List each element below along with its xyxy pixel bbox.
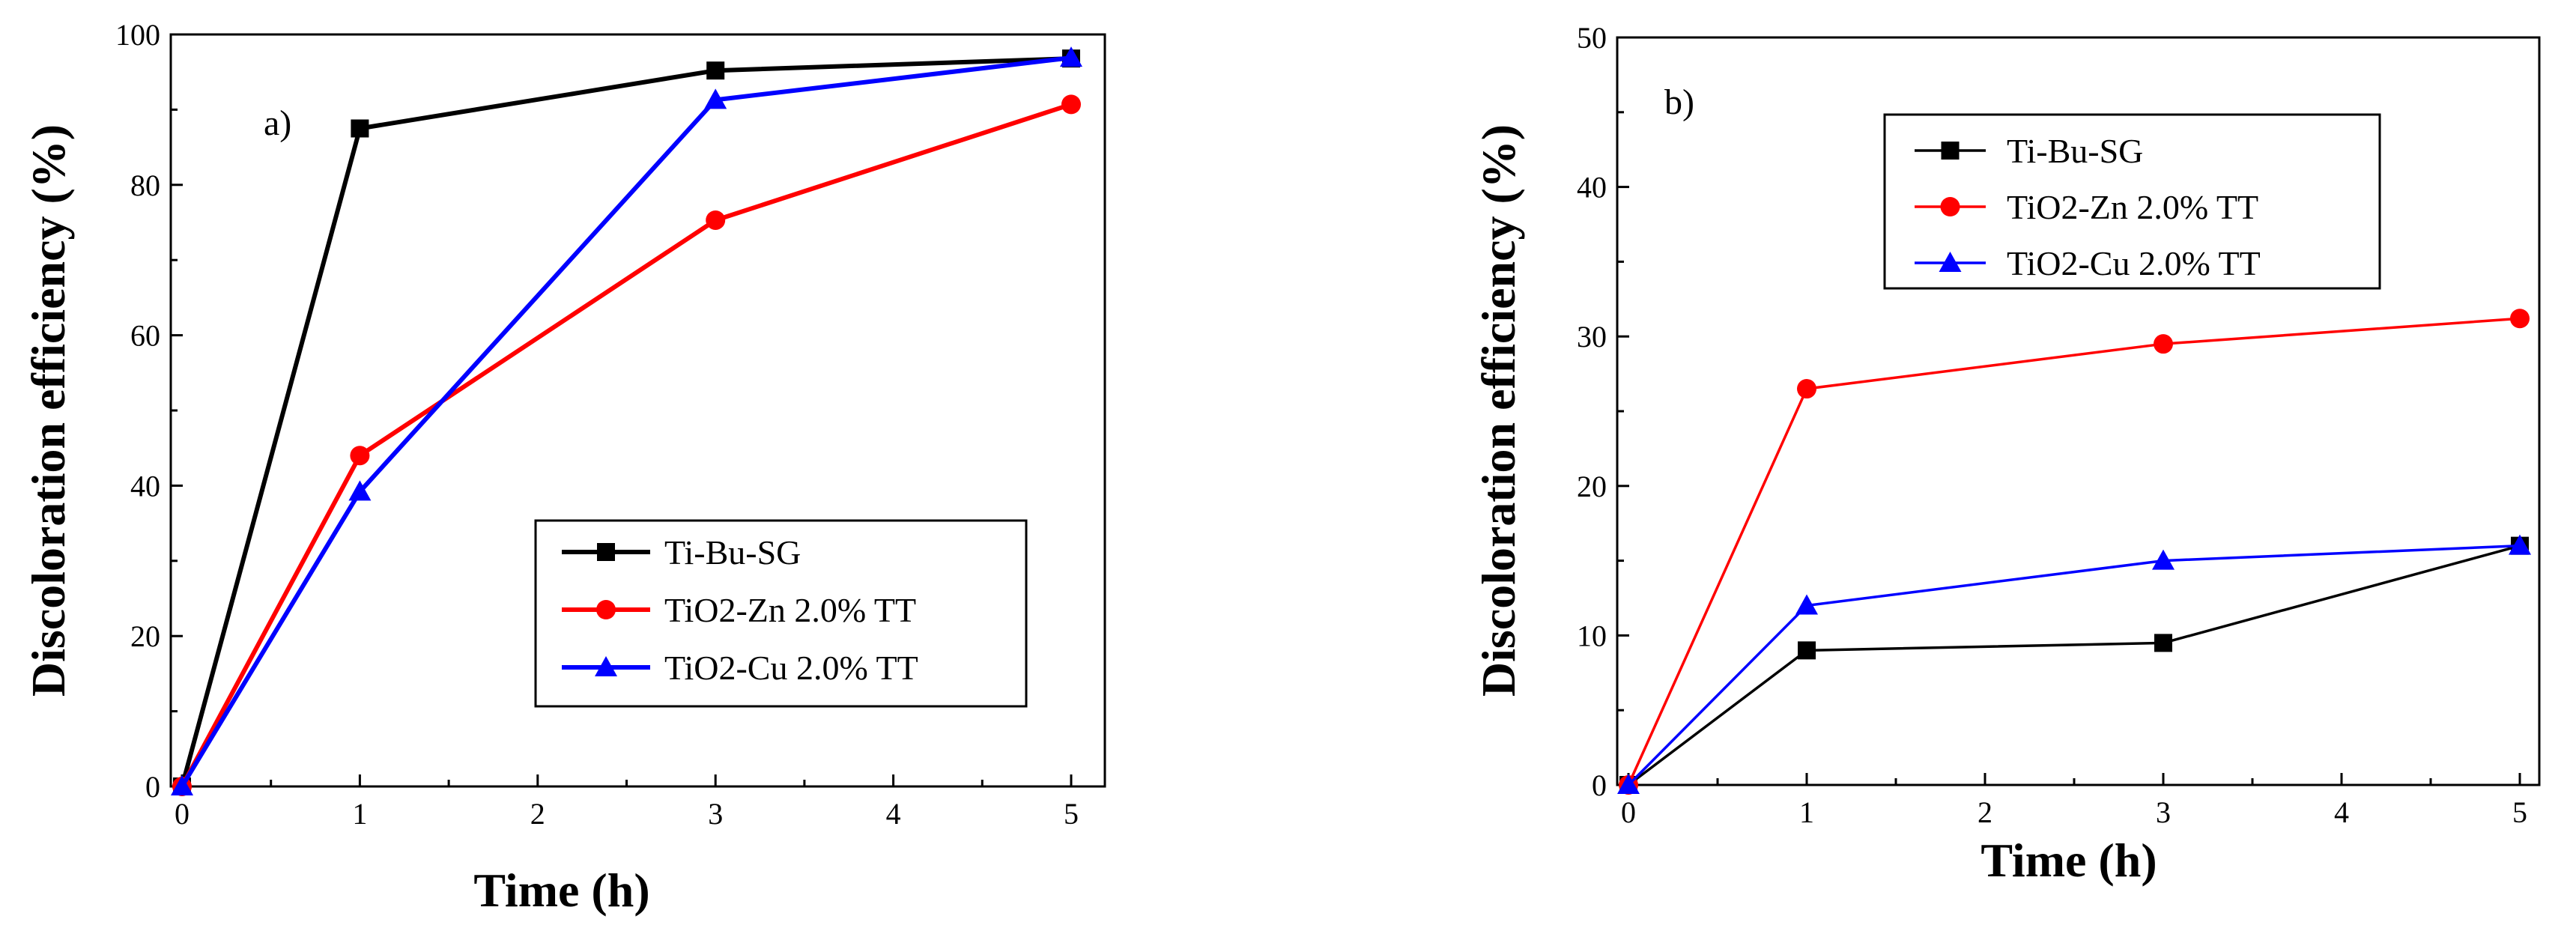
panel-a-x-tick-label: 3 [708,797,723,831]
panel-a-legend-label: Ti-Bu-SG [664,533,801,571]
panel-a-series-line [180,102,1072,788]
panel-b-y-tick-label: 40 [1577,171,1607,204]
panel-b-legend-label: TiO2-Cu 2.0% TT [2007,244,2261,282]
panel-b-data-point [1798,641,1816,660]
panel-b-legend-marker [1941,142,1960,160]
panel-a-legend-label: TiO2-Cu 2.0% TT [664,649,918,687]
panel-b-data-point [1797,379,1816,399]
panel-b-series-line [1627,317,2521,786]
panel-b-y-tick-label: 20 [1577,470,1607,503]
panel-b-series-3 [1617,534,2531,794]
panel-b-series-line [1627,544,2521,786]
panel-a-data-point [704,88,727,109]
panel-b-data-point [1617,774,1640,794]
panel-b-legend: Ti-Bu-SG TiO2-Zn 2.0% TT TiO2-Cu 2.0% TT [1883,113,2381,290]
panel-a-data-point [171,775,193,795]
panel-b-data-point [2509,534,2531,555]
panel-a-series-3 [171,46,1082,795]
panel-a-data-point [350,446,370,466]
panel-b-data-point [2154,634,2172,652]
panel-b-series-1 [1619,536,2529,794]
panel-a-legend-marker [595,656,617,676]
panel-b-y-tick-label: 10 [1577,619,1607,652]
panel-a-y-tick-label: 60 [130,319,160,353]
panel-a-y-tick-label: 40 [130,469,160,503]
panel-b-y-tick-label: 30 [1577,320,1607,354]
panel-a-x-tick-label: 2 [530,797,545,831]
panel-b-x-axis-title: Time (h) [1981,834,2157,887]
panel-a-data-point [1060,46,1082,67]
panel-a-series-line [180,55,1072,788]
panel-b-y-tick-label: 0 [1592,768,1607,802]
panel-b-legend-label: TiO2-Zn 2.0% TT [2007,188,2258,226]
panel-a-data-point [348,480,372,501]
panel-a-label: a) [264,103,291,143]
panel-a-chart: 0 1 2 3 4 5 0 20 40 60 80 100 Time (h) Discoloration … [22,18,1106,917]
panel-a-legend: Ti-Bu-SG TiO2-Zn 2.0% TT TiO2-Cu 2.0% TT [534,519,1028,708]
panel-b-data-point [2510,309,2530,329]
panel-b-series-line [1627,544,2521,786]
panel-a-y-tick-label: 100 [115,18,160,52]
panel-b-legend-marker [1939,252,1962,272]
panel-b-data-point [1795,594,1818,615]
panel-a-x-tick-label: 4 [886,797,901,831]
panel-b-x-tick-label: 5 [2512,795,2527,829]
panel-a-data-point [706,61,725,80]
panel-b-legend-label: Ti-Bu-SG [2007,132,2143,170]
panel-b-x-tick-label: 3 [2156,795,2171,829]
panel-b-legend-box [1883,113,2381,290]
panel-b-x-tick-label: 4 [2334,795,2349,829]
panel-b-legend-marker [1940,197,1960,216]
panel-a-x-tick-label: 5 [1064,797,1079,831]
panel-a-legend-marker [597,543,615,561]
panel-a-x-tick-label: 1 [352,797,367,831]
panel-b-x-tick-label: 2 [1978,795,1992,829]
panel-a-y-tick-label: 80 [130,169,160,202]
panel-a-y-axis-title: Discoloration efficiency (%) [22,124,75,697]
panel-a-data-point [1061,94,1081,115]
panel-a-series-line [180,56,1072,787]
panel-a-legend-label: TiO2-Zn 2.0% TT [664,591,916,629]
panel-a-y-tick-label: 20 [130,619,160,653]
panel-a-x-tick-label: 0 [175,797,190,831]
panel-b-y-axis-title: Discoloration efficiency (%) [1472,124,1525,697]
panel-b-y-tick-label: 50 [1577,21,1607,55]
panel-a-data-point [351,119,369,138]
panel-a-x-axis-title: Time (h) [473,864,649,917]
panel-a-legend-marker [596,600,616,619]
panel-a-data-point [706,210,726,230]
panel-b-data-point [2152,549,2175,570]
panel-b-x-tick-label: 1 [1799,795,1814,829]
panel-b-label: b) [1664,82,1694,122]
panel-a-y-tick-label: 0 [145,770,160,804]
panel-b-x-tick-label: 0 [1621,795,1636,829]
panel-b-data-point [2154,334,2173,354]
